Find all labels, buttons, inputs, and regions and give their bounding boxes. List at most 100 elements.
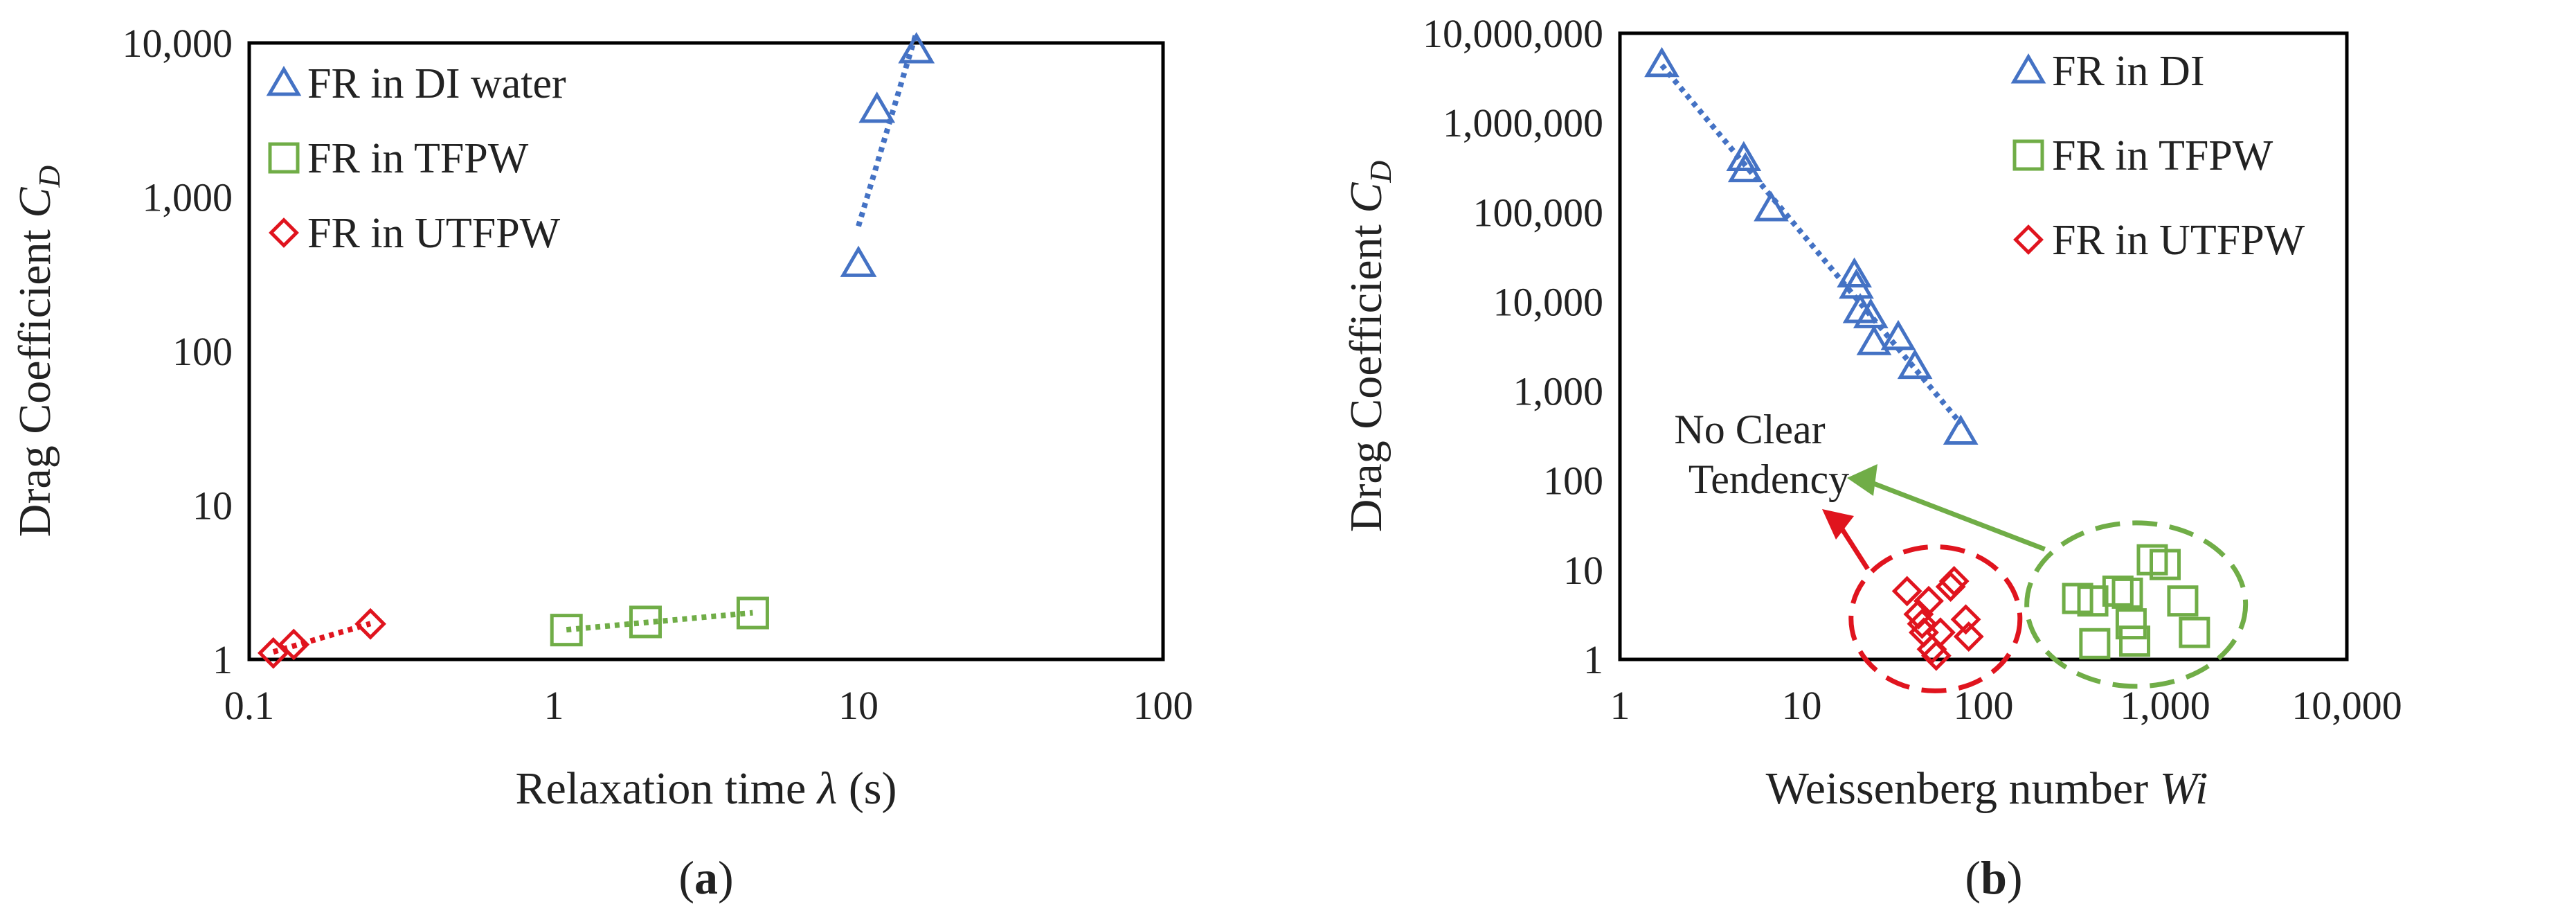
legend-a: FR in DI water FR in TFPW FR in UTFPW <box>266 60 566 257</box>
y-tick-label: 1,000 <box>143 175 233 220</box>
data-point <box>2119 625 2151 657</box>
x-tick-label: 1 <box>1610 683 1630 728</box>
trendline <box>1659 63 1963 426</box>
chart-panel-b: 1 10 100 1,000 10,000 100,000 1,000,000 10,000,… <box>1341 11 2402 904</box>
data-points-a <box>257 32 935 669</box>
data-point <box>1644 46 1679 78</box>
data-point <box>858 91 896 123</box>
data-point <box>1754 190 1789 222</box>
legend-label: FR in DI <box>2052 48 2204 95</box>
data-point <box>2150 549 2181 580</box>
x-tick-label: 10,000 <box>2291 683 2402 728</box>
y-axis-title-a: Drag Coefficient CD <box>10 166 66 538</box>
tfpw-cluster-ellipse <box>2024 520 2249 689</box>
panel-label-a: (a) <box>678 851 733 904</box>
x-tick-label: 10 <box>838 683 879 728</box>
x-tick-labels-a: 0.1 1 10 100 <box>224 683 1194 728</box>
data-point <box>1907 608 1938 639</box>
legend-marker <box>269 217 299 248</box>
x-tick-label: 10 <box>1782 683 1822 728</box>
data-point <box>1938 566 1970 596</box>
legend-marker <box>2010 53 2046 84</box>
annotation-shapes-b <box>1822 464 2249 693</box>
data-point <box>736 596 769 630</box>
data-point <box>1950 604 1981 635</box>
y-tick-label: 100 <box>172 329 233 374</box>
data-point <box>898 32 935 64</box>
x-tick-label: 0.1 <box>224 683 275 728</box>
legend-label: FR in UTFPW <box>307 210 561 257</box>
data-point <box>354 607 386 640</box>
utfpw-arrow-head <box>1822 509 1854 540</box>
legend-marker <box>268 142 300 174</box>
x-tick-label: 100 <box>1954 683 2014 728</box>
data-point <box>1853 298 1889 328</box>
plot-frame-a <box>247 41 1165 661</box>
data-point <box>1913 585 1944 616</box>
data-point <box>2115 608 2147 640</box>
tfpw-arrow-line <box>1865 478 2046 552</box>
legend-b: FR in DI FR in TFPW FR in UTFPW <box>2010 48 2305 264</box>
data-point <box>1856 325 1892 355</box>
data-point <box>1727 152 1763 183</box>
y-tick-label: 100,000 <box>1473 190 1604 235</box>
y-tick-label: 10 <box>1563 548 1603 593</box>
x-tick-label: 100 <box>1133 683 1194 728</box>
panel-label-b: (b) <box>1965 851 2022 904</box>
legend-label: FR in DI water <box>307 60 566 107</box>
data-point <box>2102 575 2134 607</box>
tfpw-arrow-head <box>1847 464 1877 496</box>
trendline <box>856 31 919 227</box>
trendlines-b <box>1659 63 1963 426</box>
x-axis-title-a: Relaxation time λ (s) <box>516 763 897 814</box>
x-tick-labels-b: 1 10 100 1,000 10,000 <box>1610 683 2402 728</box>
data-points-b <box>1644 46 2210 671</box>
x-tick-label: 1 <box>544 683 564 728</box>
annotation-text: No Clear Tendency <box>1674 407 1849 502</box>
y-tick-label: 1 <box>1583 637 1603 682</box>
y-tick-label: 10,000 <box>123 21 233 66</box>
data-point <box>2077 585 2109 617</box>
y-tick-label: 1,000 <box>1513 369 1604 414</box>
data-point <box>1839 268 1874 299</box>
data-point <box>1943 414 1979 445</box>
data-point <box>1920 640 1952 671</box>
data-point <box>1837 257 1872 288</box>
data-point <box>1891 576 1922 607</box>
trendline <box>566 610 753 633</box>
data-point <box>1880 319 1916 350</box>
legend-label: FR in TFPW <box>307 135 529 182</box>
data-point <box>1953 621 1984 652</box>
data-point <box>278 628 310 661</box>
data-point <box>1897 348 1933 380</box>
y-tick-label: 10 <box>192 483 233 528</box>
data-point <box>840 245 877 277</box>
y-tick-label: 10,000,000 <box>1423 11 1603 56</box>
data-point <box>2079 628 2111 659</box>
legend-label: FR in UTFPW <box>2052 217 2305 264</box>
legend-marker <box>2012 139 2044 171</box>
annotation-line-2: Tendency <box>1688 456 1849 502</box>
y-tick-label: 1,000,000 <box>1443 100 1603 145</box>
plot-frame-b <box>1618 31 2349 661</box>
x-axis-title-b: Weissenberg number Wi <box>1766 763 2208 814</box>
trendlines-a <box>272 31 919 655</box>
y-axis-title-b: Drag Coefficient CD <box>1341 161 1398 533</box>
y-tick-label: 100 <box>1543 459 1603 504</box>
annotation-line-1: No Clear <box>1674 407 1825 452</box>
data-point <box>550 614 583 647</box>
legend-marker <box>266 66 302 96</box>
data-point <box>1726 141 1762 172</box>
data-point <box>2111 577 2143 609</box>
y-tick-labels-a: 1 10 100 1,000 10,000 <box>123 21 233 682</box>
y-tick-labels-b: 1 10 100 1,000 10,000 100,000 1,000,000 10,000,… <box>1423 11 1603 682</box>
y-tick-label: 1 <box>213 637 233 682</box>
utfpw-cluster-ellipse <box>1848 544 2023 693</box>
trendline <box>272 621 372 655</box>
x-tick-label: 1,000 <box>2120 683 2210 728</box>
data-point <box>1925 617 1956 648</box>
data-point <box>2179 616 2210 648</box>
legend-label: FR in TFPW <box>2052 132 2273 179</box>
